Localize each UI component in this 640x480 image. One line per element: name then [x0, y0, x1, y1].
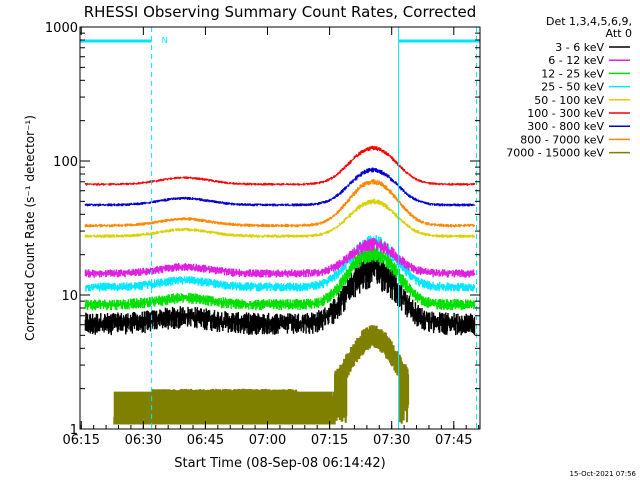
- y-tick-label: 100: [53, 155, 78, 170]
- legend-entry-label: 800 - 7000 keV: [520, 133, 604, 146]
- y-tick-label: 1000: [45, 21, 78, 36]
- series-line-2: [84, 244, 476, 311]
- y-tick-label: 1: [70, 423, 78, 438]
- x-tick-label: 07:15: [311, 433, 348, 448]
- legend-entry-label: 7000 - 15000 keV: [506, 147, 604, 160]
- timestamp-footer: 15-Oct-2021 07:56: [570, 470, 637, 478]
- legend-entry-label: 6 - 12 keV: [548, 54, 604, 67]
- series-line-4: [84, 198, 476, 238]
- legend-entry-label: 25 - 50 keV: [541, 81, 604, 94]
- x-tick-label: 07:30: [373, 433, 410, 448]
- legend-entry-label: 50 - 100 keV: [534, 94, 604, 107]
- legend-entry-label: 12 - 25 keV: [541, 67, 604, 80]
- x-tick-label: 07:00: [249, 433, 286, 448]
- legend-entry-label: 100 - 300 keV: [527, 107, 604, 120]
- x-axis-label: Start Time (08-Sep-08 06:14:42): [174, 456, 385, 471]
- axes-layer: 06:15 06:30 06:45 07:00 07:15 07:30 07:45 1 10 10…: [45, 21, 480, 448]
- series-line-0: [84, 252, 476, 336]
- series-line-7: [84, 178, 476, 228]
- legend-header-line-2: Att 0: [606, 27, 632, 40]
- y-tick-label: 10: [61, 289, 78, 304]
- series-line-6: [84, 167, 476, 207]
- x-tick-label: 06:45: [187, 433, 224, 448]
- series-line-5: [84, 145, 476, 186]
- legend-entry-label: 3 - 6 keV: [555, 41, 604, 54]
- legend-entry-label: 300 - 800 keV: [527, 120, 604, 133]
- series-line-8: [113, 325, 410, 425]
- series-line-1: [84, 238, 476, 278]
- x-tick-label: 06:30: [125, 433, 162, 448]
- x-tick-label: 06:15: [63, 433, 100, 448]
- x-tick-label: 07:45: [435, 433, 472, 448]
- legend-header-line-1: Det 1,3,4,5,6,9,: [546, 15, 632, 28]
- data-layer: [84, 145, 476, 425]
- night-bar-label: N: [162, 36, 168, 45]
- chart-title: RHESSI Observing Summary Count Rates, Co…: [84, 3, 477, 21]
- y-axis-label: Corrected Count Rate (s⁻¹ detector⁻¹): [23, 115, 37, 341]
